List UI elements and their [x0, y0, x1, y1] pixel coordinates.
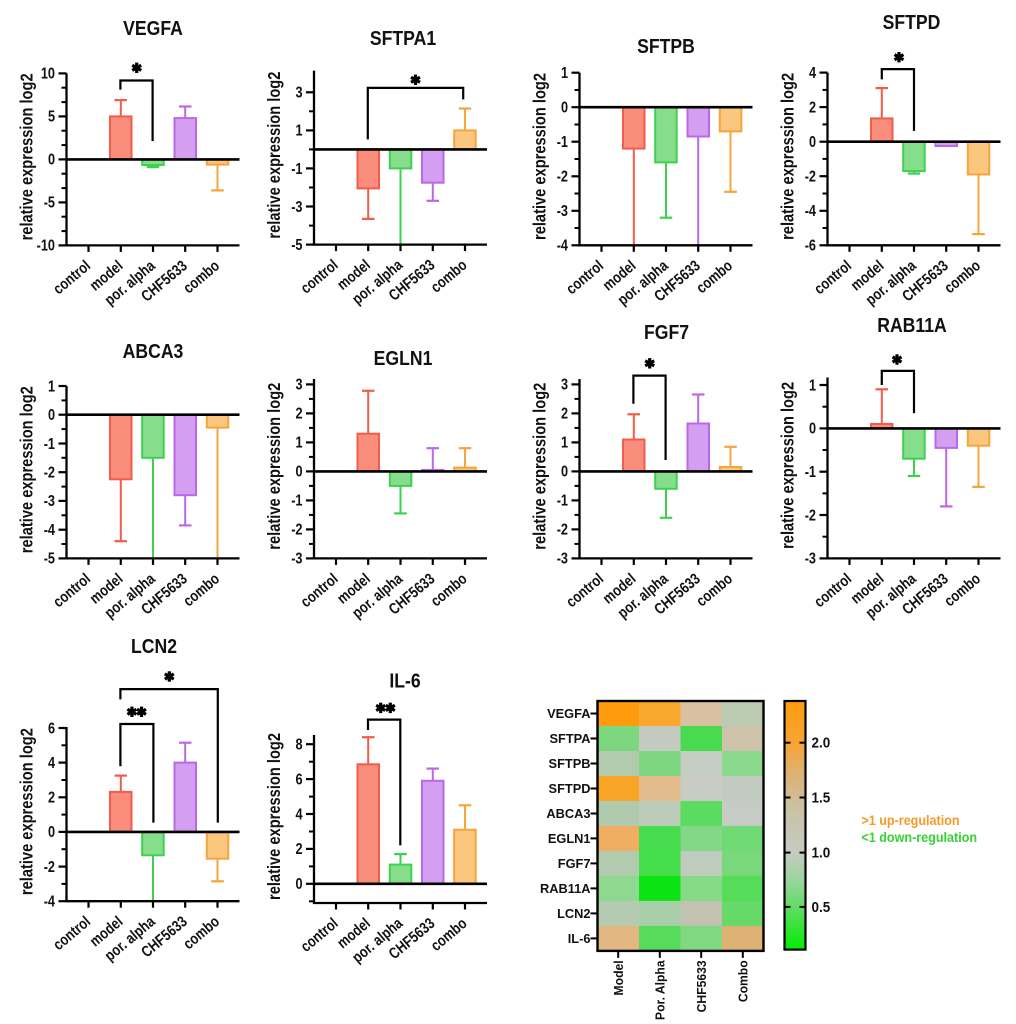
- svg-text:-5: -5: [44, 195, 55, 212]
- svg-text:1: 1: [561, 435, 568, 452]
- svg-text:-1: -1: [805, 464, 816, 481]
- svg-text:1: 1: [295, 435, 302, 452]
- svg-text:-4: -4: [557, 237, 568, 254]
- svg-text:0: 0: [809, 421, 816, 438]
- svg-text:1.5: 1.5: [812, 789, 831, 806]
- svg-text:-3: -3: [557, 203, 568, 220]
- svg-text:6: 6: [48, 720, 55, 737]
- svg-text:relative expression log2: relative expression log2: [530, 383, 550, 550]
- svg-text:-3: -3: [291, 199, 302, 216]
- svg-text:-2: -2: [805, 507, 816, 524]
- svg-text:Combo: Combo: [736, 960, 751, 1002]
- svg-text:relative expression log2: relative expression log2: [17, 728, 37, 895]
- svg-text:EGLN1: EGLN1: [374, 348, 433, 371]
- svg-text:8: 8: [295, 736, 302, 753]
- svg-text:-4: -4: [44, 522, 55, 539]
- svg-text:2: 2: [295, 406, 302, 423]
- svg-text:-2: -2: [557, 168, 568, 185]
- svg-text:0: 0: [48, 824, 55, 841]
- svg-text:0.5: 0.5: [812, 898, 831, 915]
- svg-text:relative expression log2: relative expression log2: [530, 73, 550, 240]
- svg-text:3: 3: [561, 377, 568, 394]
- svg-text:relative expression log2: relative expression log2: [778, 382, 798, 549]
- svg-text:1: 1: [295, 123, 302, 140]
- svg-text:-1: -1: [44, 436, 55, 453]
- svg-text:0: 0: [809, 134, 816, 151]
- svg-text:1: 1: [809, 377, 816, 394]
- svg-text:2: 2: [48, 789, 55, 806]
- svg-text:2: 2: [561, 406, 568, 423]
- svg-text:Model: Model: [612, 960, 627, 995]
- svg-text:ABCA3: ABCA3: [123, 341, 184, 364]
- svg-text:RAB11A: RAB11A: [540, 881, 591, 896]
- svg-text:2: 2: [295, 841, 302, 858]
- svg-text:-10: -10: [37, 238, 55, 255]
- svg-text:CHF5633: CHF5633: [695, 960, 710, 1012]
- svg-text:RAB11A: RAB11A: [877, 315, 947, 338]
- svg-text:SFTPA1: SFTPA1: [370, 28, 437, 51]
- svg-text:LCN2: LCN2: [131, 636, 177, 659]
- svg-text:SFTPD: SFTPD: [883, 12, 941, 35]
- svg-text:-2: -2: [805, 168, 816, 185]
- svg-text:0: 0: [295, 464, 302, 481]
- svg-text:relative expression log2: relative expression log2: [265, 383, 285, 550]
- svg-text:SFTPB: SFTPB: [637, 36, 695, 59]
- svg-text:EGLN1: EGLN1: [548, 831, 591, 846]
- svg-text:1: 1: [561, 65, 568, 82]
- svg-text:0: 0: [295, 876, 302, 893]
- svg-text:4: 4: [809, 65, 816, 82]
- svg-text:>1 up-regulation: >1 up-regulation: [861, 812, 959, 828]
- svg-text:relative expression log2: relative expression log2: [778, 73, 798, 240]
- svg-text:-3: -3: [44, 493, 55, 510]
- svg-text:Por. Alpha: Por. Alpha: [653, 959, 668, 1019]
- svg-text:VEGFA: VEGFA: [123, 18, 183, 41]
- svg-text:-1: -1: [291, 493, 302, 510]
- svg-text:<1 down-regulation: <1 down-regulation: [861, 829, 977, 845]
- svg-text:-1: -1: [291, 161, 302, 178]
- svg-text:relative expression log2: relative expression log2: [265, 72, 285, 239]
- svg-text:-3: -3: [557, 551, 568, 568]
- svg-text:IL-6: IL-6: [389, 670, 420, 693]
- svg-text:-2: -2: [291, 522, 302, 539]
- svg-text:1: 1: [48, 378, 55, 395]
- svg-text:-2: -2: [557, 522, 568, 539]
- svg-text:IL-6: IL-6: [568, 931, 591, 946]
- svg-text:LCN2: LCN2: [557, 906, 590, 921]
- svg-text:0: 0: [561, 99, 568, 116]
- svg-text:4: 4: [48, 755, 55, 772]
- svg-text:-6: -6: [805, 237, 816, 254]
- svg-text:-5: -5: [291, 237, 302, 254]
- svg-text:-1: -1: [557, 493, 568, 510]
- svg-text:3: 3: [295, 377, 302, 394]
- svg-text:0: 0: [561, 464, 568, 481]
- svg-text:SFTPA: SFTPA: [549, 731, 591, 746]
- svg-text:2.0: 2.0: [812, 734, 831, 751]
- svg-text:-2: -2: [44, 859, 55, 876]
- svg-text:ABCA3: ABCA3: [546, 806, 590, 821]
- svg-text:0: 0: [48, 152, 55, 169]
- svg-text:6: 6: [295, 771, 302, 788]
- svg-text:SFTPB: SFTPB: [549, 756, 591, 771]
- svg-text:FGF7: FGF7: [644, 322, 689, 345]
- svg-text:10: 10: [41, 66, 55, 83]
- svg-text:-1: -1: [557, 134, 568, 151]
- svg-text:relative expression log2: relative expression log2: [265, 733, 285, 900]
- svg-text:FGF7: FGF7: [558, 856, 591, 871]
- svg-text:relative expression log2: relative expression log2: [17, 73, 37, 240]
- svg-text:0: 0: [48, 407, 55, 424]
- svg-text:-4: -4: [44, 893, 55, 910]
- svg-text:5: 5: [48, 109, 55, 126]
- svg-text:-4: -4: [805, 203, 816, 220]
- svg-text:1.0: 1.0: [812, 844, 831, 861]
- svg-text:-3: -3: [805, 551, 816, 568]
- svg-text:-2: -2: [44, 464, 55, 481]
- svg-text:relative expression log2: relative expression log2: [17, 386, 37, 553]
- svg-text:3: 3: [295, 84, 302, 101]
- svg-text:-5: -5: [44, 551, 55, 568]
- svg-text:SFTPD: SFTPD: [549, 781, 591, 796]
- svg-text:-3: -3: [291, 551, 302, 568]
- svg-text:4: 4: [295, 806, 302, 823]
- svg-text:VEGFA: VEGFA: [547, 706, 591, 721]
- svg-text:2: 2: [809, 99, 816, 116]
